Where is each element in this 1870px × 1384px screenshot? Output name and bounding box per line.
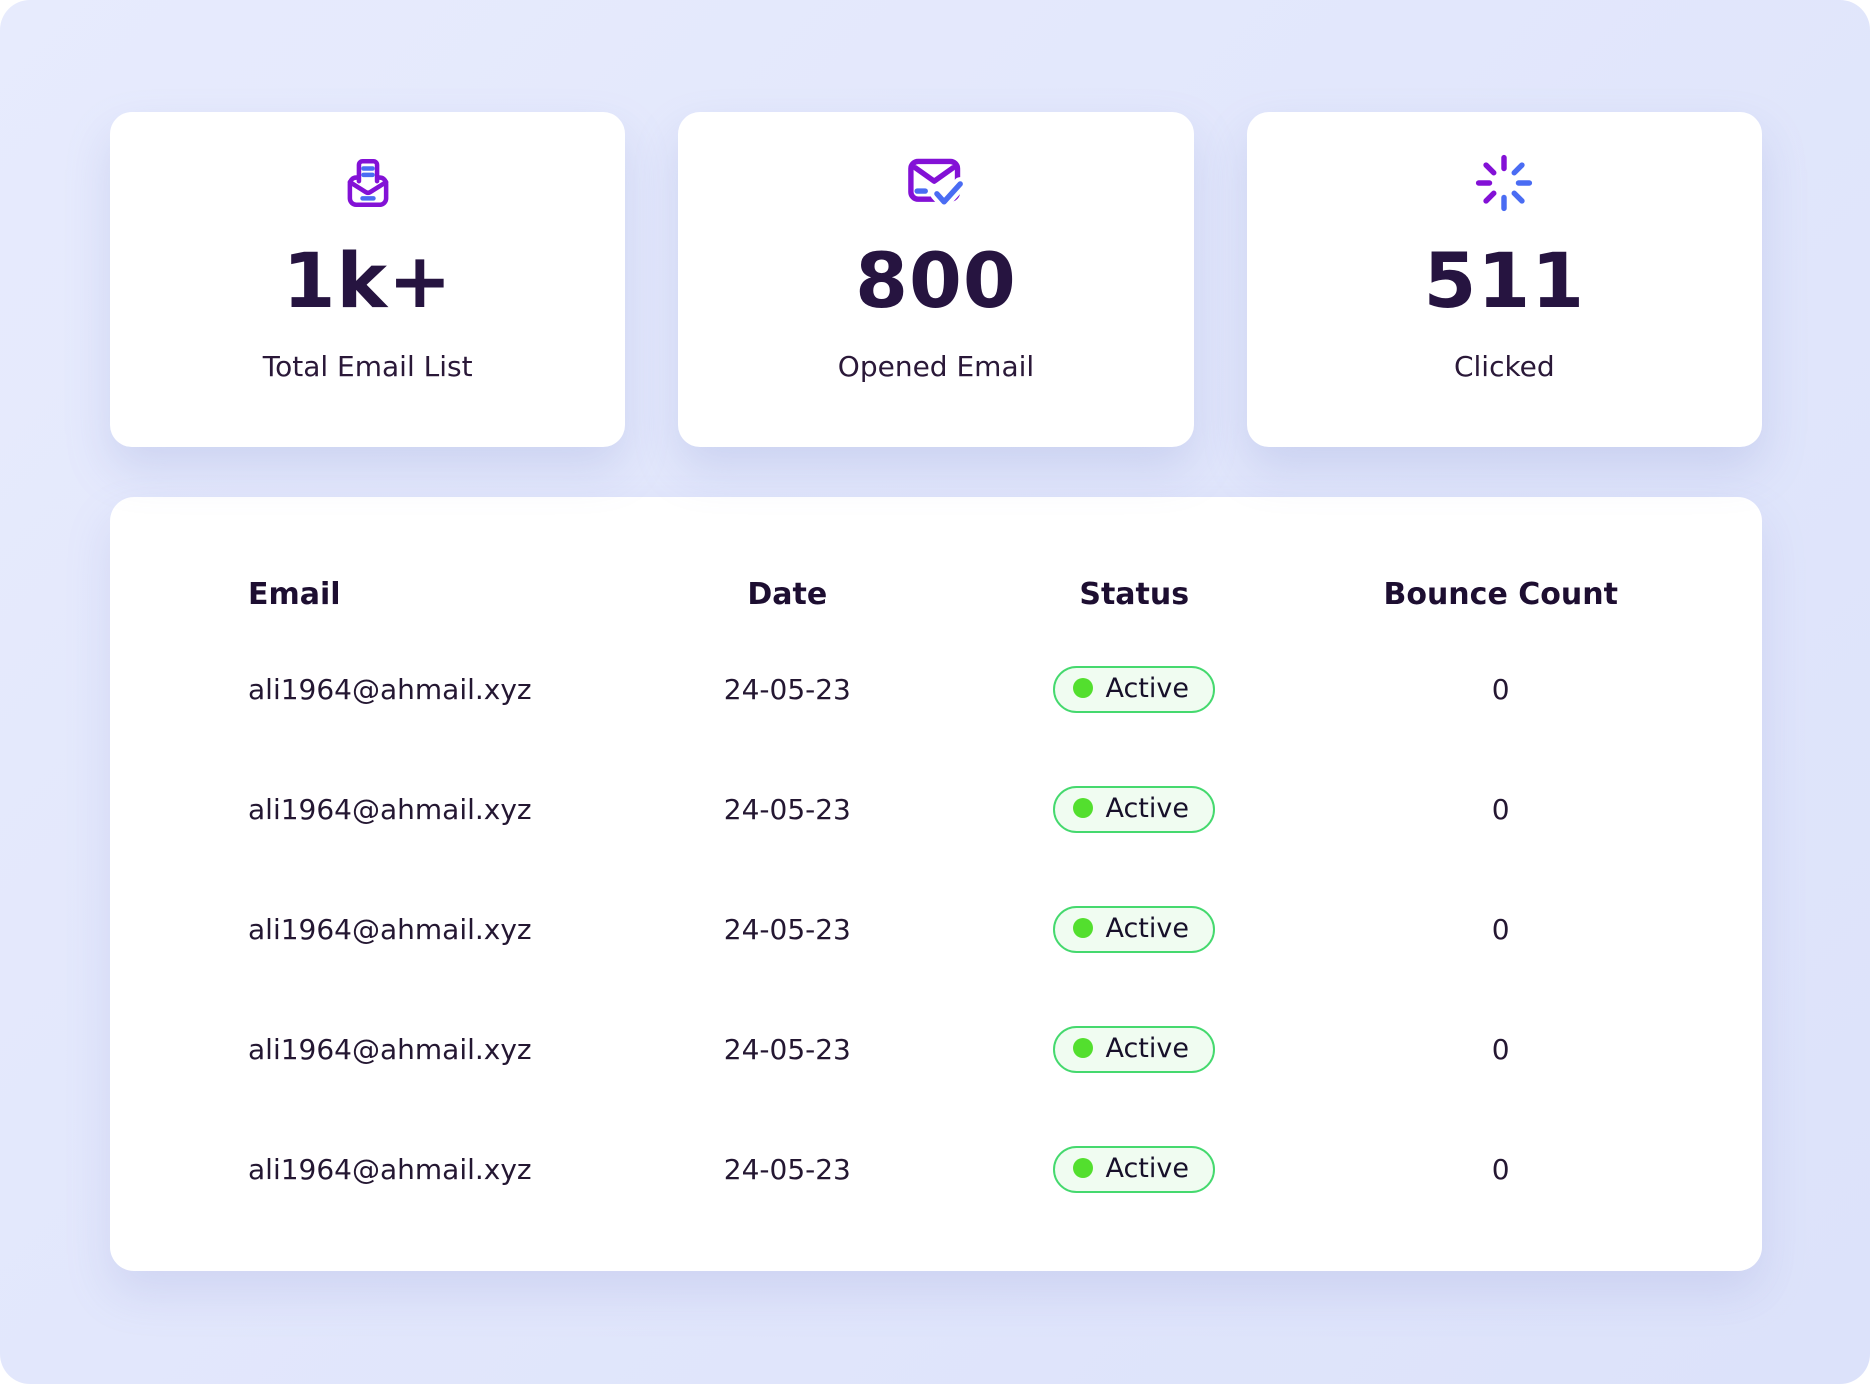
bounce-count-cell: 0 bbox=[1491, 672, 1510, 706]
stat-card-opened-email: 800 Opened Email bbox=[678, 112, 1194, 447]
date-cell: 24-05-23 bbox=[723, 672, 851, 706]
email-table-card: Email Date Status Bounce Count ali1964@a… bbox=[110, 497, 1762, 1271]
status-cell: Active bbox=[969, 905, 1299, 953]
status-badge-label: Active bbox=[1105, 672, 1189, 704]
status-badge: Active bbox=[1053, 665, 1215, 713]
bounce-count-cell: 0 bbox=[1491, 912, 1510, 946]
column-header-email: Email bbox=[248, 576, 341, 612]
stats-row: 1k+ Total Email List 800 Opened Email bbox=[110, 112, 1762, 447]
mail-open-icon bbox=[339, 154, 397, 212]
status-badge-label: Active bbox=[1105, 912, 1189, 944]
stat-card-clicked: 511 Clicked bbox=[1246, 112, 1762, 447]
stat-label-total-email-list: Total Email List bbox=[262, 350, 473, 383]
table-row: ali1964@ahmail.xyz 24-05-23 Active 0 bbox=[110, 1109, 1762, 1229]
status-badge-label: Active bbox=[1105, 792, 1189, 824]
status-badge: Active bbox=[1053, 905, 1215, 953]
date-cell: 24-05-23 bbox=[723, 1032, 851, 1066]
stat-value-total-email-list: 1k+ bbox=[282, 236, 453, 325]
status-badge-label: Active bbox=[1105, 1032, 1189, 1064]
stat-label-opened-email: Opened Email bbox=[837, 350, 1035, 383]
bounce-count-cell: 0 bbox=[1491, 1152, 1510, 1186]
stat-value-clicked: 511 bbox=[1423, 236, 1586, 325]
table-row: ali1964@ahmail.xyz 24-05-23 Active 0 bbox=[110, 869, 1762, 989]
status-dot-icon bbox=[1073, 918, 1094, 938]
table-row: ali1964@ahmail.xyz 24-05-23 Active 0 bbox=[110, 989, 1762, 1109]
stat-label-clicked: Clicked bbox=[1453, 350, 1555, 383]
status-cell: Active bbox=[969, 1145, 1299, 1193]
status-dot-icon bbox=[1073, 1158, 1094, 1178]
email-cell: ali1964@ahmail.xyz bbox=[248, 792, 532, 826]
table-row: ali1964@ahmail.xyz 24-05-23 Active 0 bbox=[110, 749, 1762, 869]
status-badge: Active bbox=[1053, 785, 1215, 833]
stat-card-total-email-list: 1k+ Total Email List bbox=[110, 112, 626, 447]
status-badge: Active bbox=[1053, 1025, 1215, 1073]
email-cell: ali1964@ahmail.xyz bbox=[248, 1032, 532, 1066]
bounce-count-cell: 0 bbox=[1491, 1032, 1510, 1066]
spinner-icon bbox=[1475, 154, 1533, 212]
mail-check-icon bbox=[906, 154, 966, 212]
status-dot-icon bbox=[1073, 1038, 1094, 1058]
status-cell: Active bbox=[969, 1025, 1299, 1073]
email-cell: ali1964@ahmail.xyz bbox=[248, 672, 532, 706]
date-cell: 24-05-23 bbox=[723, 912, 851, 946]
date-cell: 24-05-23 bbox=[723, 792, 851, 826]
status-dot-icon bbox=[1073, 798, 1094, 818]
column-header-bounce-count: Bounce Count bbox=[1383, 576, 1618, 612]
table-row: ali1964@ahmail.xyz 24-05-23 Active 0 bbox=[110, 629, 1762, 749]
email-cell: ali1964@ahmail.xyz bbox=[248, 1152, 532, 1186]
table-header-row: Email Date Status Bounce Count bbox=[110, 559, 1762, 629]
status-cell: Active bbox=[969, 665, 1299, 713]
date-cell: 24-05-23 bbox=[723, 1152, 851, 1186]
status-badge: Active bbox=[1053, 1145, 1215, 1193]
stat-value-opened-email: 800 bbox=[855, 236, 1017, 325]
email-cell: ali1964@ahmail.xyz bbox=[248, 912, 532, 946]
column-header-status: Status bbox=[1079, 576, 1190, 612]
status-cell: Active bbox=[969, 785, 1299, 833]
status-badge-label: Active bbox=[1105, 1152, 1189, 1184]
column-header-date: Date bbox=[747, 576, 828, 612]
bounce-count-cell: 0 bbox=[1491, 792, 1510, 826]
status-dot-icon bbox=[1073, 678, 1094, 698]
